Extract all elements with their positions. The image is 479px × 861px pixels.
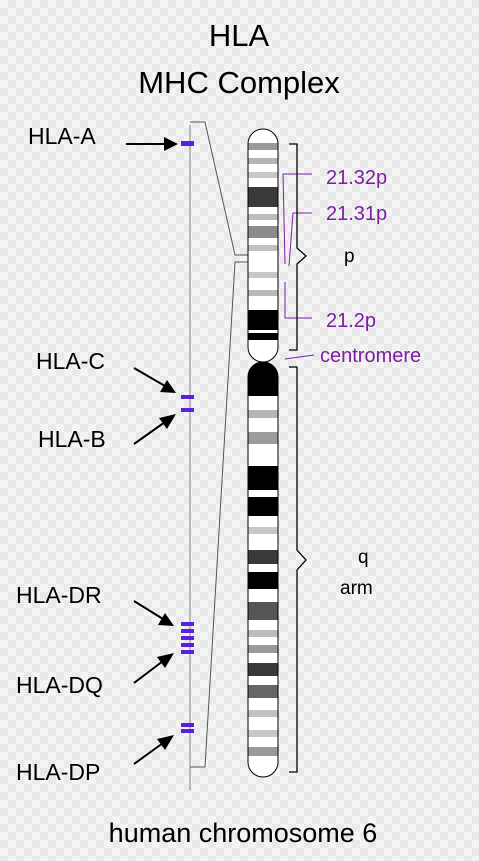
- label-hla-b: HLA-B: [38, 426, 106, 452]
- gene-marker-icon: [181, 729, 194, 733]
- arrow-icon: [133, 735, 174, 765]
- label-hla-dp: HLA-DP: [16, 759, 100, 785]
- arrow-icon: [126, 137, 178, 151]
- brace-icon: [289, 366, 307, 773]
- chromosome-p-arm: [247, 128, 279, 363]
- gene-marker-icon: [181, 650, 194, 654]
- title-line-2: MHC Complex: [138, 65, 340, 100]
- label-band-21-2p: 21.2p: [326, 310, 376, 332]
- gene-marker-icon: [181, 395, 194, 399]
- arrow-icon: [133, 653, 174, 684]
- brace-icon: [289, 143, 307, 351]
- arrow-icon: [133, 600, 174, 626]
- gene-marker-hla-a: [181, 141, 194, 146]
- label-hla-a: HLA-A: [28, 123, 96, 149]
- label-centromere: centromere: [320, 345, 421, 367]
- zoom-connector-top: [190, 121, 248, 256]
- callout-21-32p: [282, 173, 312, 265]
- caption: human chromosome 6: [109, 818, 378, 848]
- gene-marker-icon: [181, 141, 194, 146]
- gene-marker-icon: [181, 643, 194, 647]
- gene-marker-hla-dp: [181, 723, 194, 733]
- callout-21-31p: [288, 212, 312, 267]
- gene-marker-icon: [181, 629, 194, 633]
- arrow-icon: [133, 367, 176, 393]
- gene-marker-icon: [181, 723, 194, 727]
- label-q-arm: q: [358, 547, 369, 568]
- label-hla-dr: HLA-DR: [16, 582, 102, 608]
- arrow-icon: [133, 414, 176, 445]
- callout-centromere: [284, 354, 315, 360]
- gene-marker-icon: [181, 636, 194, 640]
- label-band-21-31p: 21.31p: [326, 203, 387, 225]
- zoom-connector-bottom: [190, 261, 248, 768]
- gene-marker-hla-c-b: [181, 395, 194, 412]
- label-q-arm-suffix: arm: [340, 578, 373, 599]
- callout-21-2p: [284, 282, 312, 319]
- label-hla-dq: HLA-DQ: [16, 672, 103, 698]
- label-p-arm: p: [344, 246, 355, 267]
- label-band-21-32p: 21.32p: [326, 167, 387, 189]
- chromosome-q-arm: [247, 361, 279, 778]
- gene-marker-icon: [181, 622, 194, 626]
- label-hla-c: HLA-C: [36, 348, 105, 374]
- gene-marker-icon: [181, 408, 194, 412]
- title-line-1: HLA: [209, 18, 270, 53]
- gene-marker-hla-dr-dq: [181, 622, 194, 654]
